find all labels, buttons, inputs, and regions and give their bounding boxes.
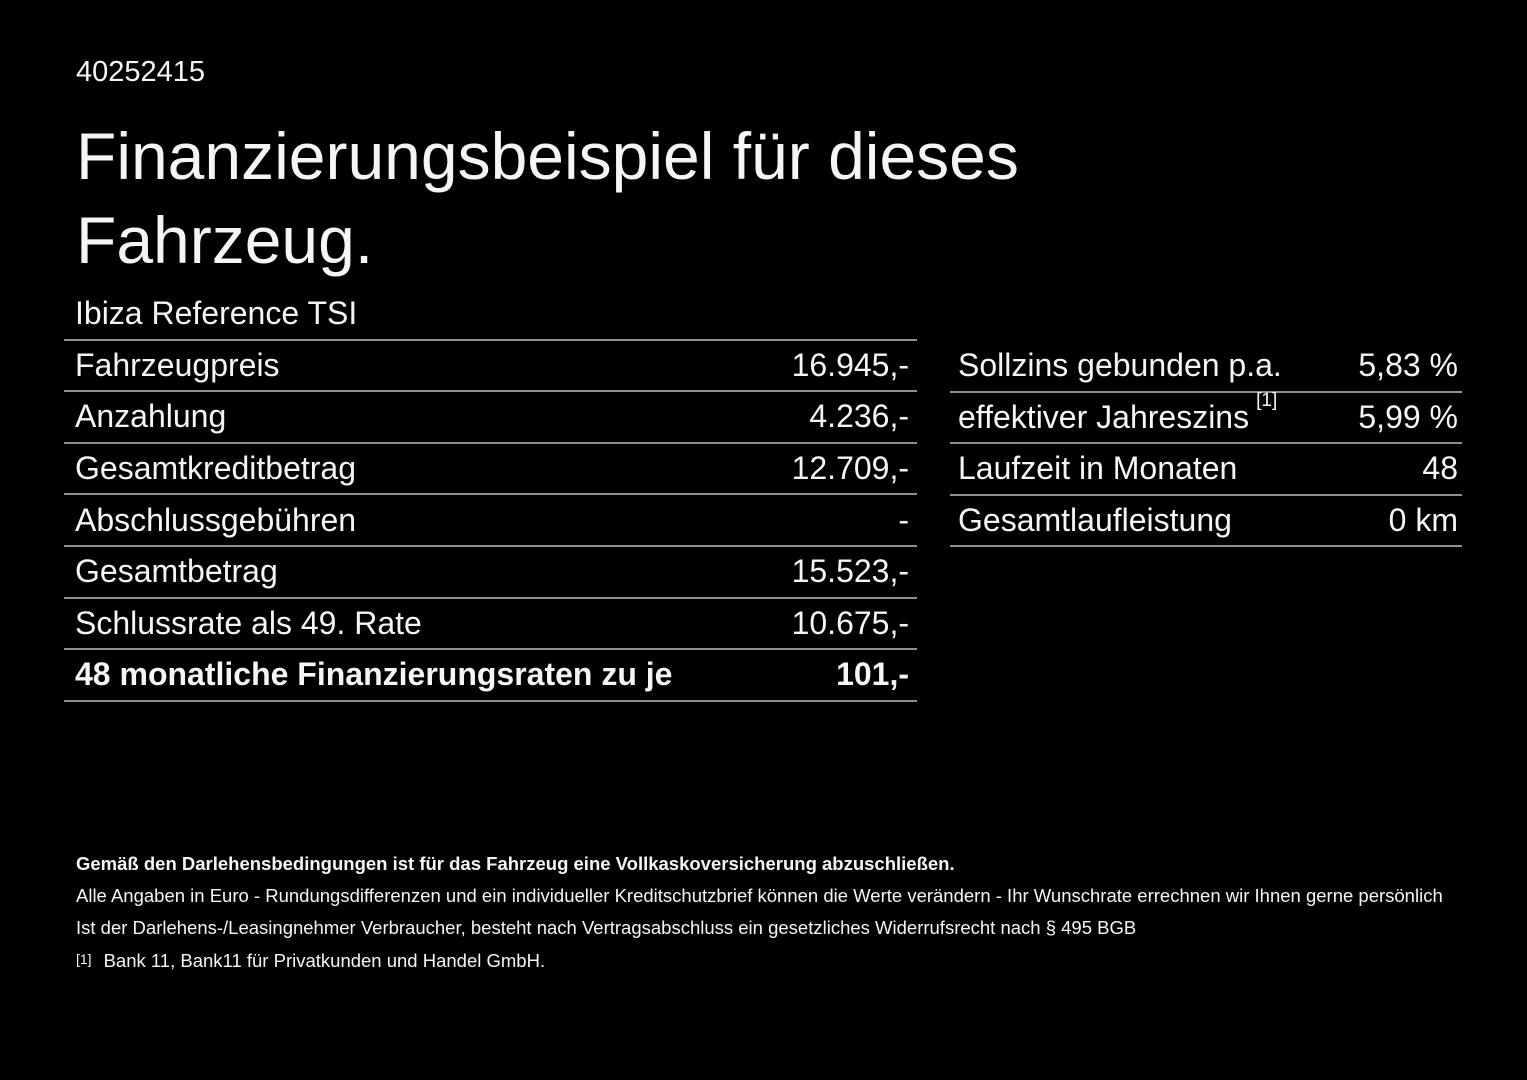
row-value: 15.523,-	[791, 553, 909, 590]
table-row-effektiver-jahreszins: effektiver Jahreszins [1] 5,99 %	[950, 390, 1462, 445]
vehicle-name: Ibiza Reference TSI	[75, 295, 358, 332]
conditions-table: Sollzins gebunden p.a. 5,83 % effektiver…	[950, 341, 1462, 548]
footnote-text: Bank 11, Bank11 für Privatkunden und Han…	[103, 950, 546, 971]
row-label: Gesamtlaufleistung	[958, 502, 1239, 539]
offer-id: 40252415	[76, 56, 206, 88]
table-row-fahrzeugpreis: Fahrzeugpreis 16.945,-	[64, 341, 917, 393]
row-label-text: Laufzeit in Monaten	[958, 450, 1238, 487]
row-label: Fahrzeugpreis	[75, 346, 280, 383]
row-value: 4.236,-	[809, 398, 909, 435]
euro-rounding-note: Alle Angaben in Euro - Rundungsdifferenz…	[76, 885, 1443, 906]
row-value: 5,83 %	[1358, 347, 1458, 384]
table-row-schlussrate: Schlussrate als 49. Rate 10.675,-	[64, 599, 917, 651]
bank-footnote: [1] Bank 11, Bank11 für Privatkunden und …	[76, 950, 545, 972]
row-value: 48	[1422, 450, 1458, 487]
row-value: 101,-	[836, 656, 909, 693]
insurance-note: Gemäß den Darlehensbedingungen ist für d…	[76, 853, 955, 874]
table-row-gesamtlaufleistung: Gesamtlaufleistung 0 km	[950, 496, 1462, 548]
row-label: Abschlussgebühren	[75, 501, 357, 538]
row-label: Schlussrate als 49. Rate	[75, 604, 422, 641]
row-label: Gesamtbetrag	[75, 553, 278, 590]
row-label-text: Gesamtlaufleistung	[958, 502, 1232, 539]
table-row-sollzins: Sollzins gebunden p.a. 5,83 %	[950, 341, 1462, 393]
table-row-anzahlung: Anzahlung 4.236,-	[64, 392, 917, 444]
row-label: Sollzins gebunden p.a.	[958, 347, 1289, 384]
table-row-abschlussgebuehren: Abschlussgebühren -	[64, 495, 917, 547]
page-title: Finanzierungsbeispiel für dieses Fahrzeu…	[76, 119, 1019, 277]
withdrawal-right-note: Ist der Darlehens-/Leasingnehmer Verbrau…	[76, 917, 1137, 938]
row-label: Laufzeit in Monaten	[958, 450, 1244, 487]
row-value: 16.945,-	[791, 346, 909, 383]
table-row-gesamtbetrag: Gesamtbetrag 15.523,-	[64, 547, 917, 599]
row-label-text: Sollzins gebunden p.a.	[958, 347, 1282, 384]
row-value: 0 km	[1388, 502, 1458, 539]
row-value: 12.709,-	[791, 450, 909, 487]
table-row-gesamtkreditbetrag: Gesamtkreditbetrag 12.709,-	[64, 444, 917, 496]
table-row-laufzeit: Laufzeit in Monaten 48	[950, 444, 1462, 496]
table-row-monatsrate: 48 monatliche Finanzierungsraten zu je 1…	[64, 650, 917, 702]
finance-table: Ibiza Reference TSI Fahrzeugpreis 16.945…	[64, 289, 917, 702]
row-label: effektiver Jahreszins [1]	[958, 390, 1277, 436]
row-label: 48 monatliche Finanzierungsraten zu je	[75, 656, 673, 693]
row-label: Anzahlung	[75, 398, 227, 435]
footnote-ref: [1]	[1256, 390, 1278, 412]
vehicle-name-row: Ibiza Reference TSI	[64, 289, 917, 341]
row-value: -	[898, 501, 909, 538]
row-label-text: effektiver Jahreszins	[958, 398, 1250, 435]
row-value: 10.675,-	[791, 604, 909, 641]
row-value: 5,99 %	[1358, 398, 1458, 435]
footnote-marker: [1]	[76, 951, 92, 967]
row-label: Gesamtkreditbetrag	[75, 450, 357, 487]
